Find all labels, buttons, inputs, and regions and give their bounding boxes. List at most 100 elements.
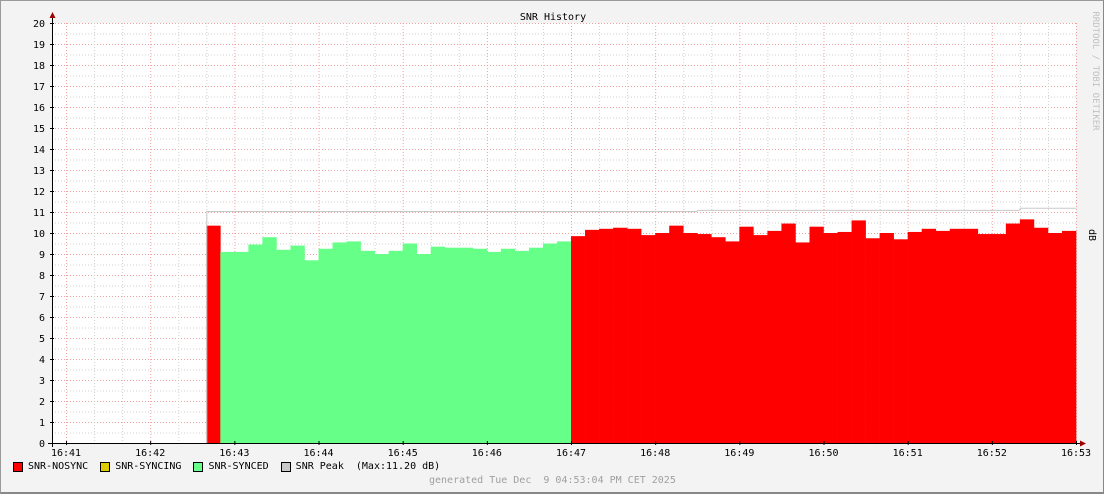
bar-snr-nosync: [753, 235, 768, 443]
y-axis-label: dB: [1086, 229, 1097, 241]
x-tick-label: 16:47: [556, 448, 586, 459]
legend-swatch: [13, 461, 23, 472]
bar-snr-nosync: [991, 234, 1007, 443]
bar-snr-synced: [360, 250, 375, 443]
bar-snr-nosync: [949, 228, 965, 443]
bar-snr-nosync: [879, 233, 894, 443]
y-tick-label: 10: [33, 229, 45, 240]
x-tick-label: 16:43: [219, 448, 249, 459]
bar-snr-synced: [416, 254, 432, 443]
x-axis-arrow-icon: [1080, 440, 1086, 447]
bar-snr-synced: [542, 243, 558, 443]
y-tick-label: 0: [39, 439, 45, 450]
bar-snr-synced: [304, 260, 319, 443]
bar-snr-synced: [388, 250, 403, 443]
legend-item-synced: SNR-SYNCED: [193, 461, 269, 472]
y-tick-label: 8: [39, 271, 45, 282]
bar-snr-nosync: [935, 230, 951, 443]
x-tick-label: 16:45: [388, 448, 418, 459]
bar-snr-synced: [332, 242, 347, 443]
y-tick-label: 11: [33, 208, 45, 219]
bar-snr-synced: [346, 241, 361, 443]
bar-snr-synced: [276, 249, 291, 443]
y-tick-label: 15: [33, 124, 45, 135]
x-tick-label: 16:46: [472, 448, 502, 459]
bar-snr-synced: [444, 247, 460, 443]
legend: SNR-NOSYNC SNR-SYNCING SNR-SYNCED SNR Pe…: [13, 461, 452, 472]
y-tick-label: 12: [33, 187, 45, 198]
y-tick-label: 4: [39, 355, 45, 366]
bar-snr-synced: [528, 247, 544, 443]
legend-swatch: [100, 461, 111, 472]
bar-snr-nosync: [1033, 227, 1049, 443]
bar-snr-nosync: [585, 229, 600, 443]
legend-item-nosync: SNR-NOSYNC: [13, 461, 88, 472]
bar-snr-synced: [234, 251, 249, 443]
bar-snr-nosync: [739, 226, 754, 443]
bar-snr-synced: [318, 248, 333, 443]
bar-snr-synced: [430, 246, 446, 443]
y-tick-label: 2: [39, 397, 45, 408]
legend-item-syncing: SNR-SYNCING: [100, 461, 181, 472]
bar-snr-synced: [486, 251, 502, 443]
y-tick-label: 1: [39, 418, 45, 429]
legend-label: SNR-NOSYNC: [28, 461, 89, 472]
y-tick-label: 13: [33, 166, 45, 177]
bar-snr-synced: [374, 254, 389, 443]
legend-item-peak: SNR Peak (Max:11.20 dB): [280, 461, 441, 472]
bar-snr-nosync: [655, 233, 670, 443]
bar-snr-nosync: [963, 228, 979, 443]
bar-snr-nosync: [627, 228, 642, 443]
bar-snr-synced: [248, 244, 263, 443]
bar-snr-nosync: [977, 234, 993, 443]
x-tick-label: 16:42: [135, 448, 165, 459]
bar-snr-nosync: [809, 226, 824, 443]
bar-snr-synced: [220, 251, 235, 443]
bar-snr-synced: [458, 247, 474, 443]
y-tick-label: 16: [33, 103, 45, 114]
x-tick-label: 16:52: [977, 448, 1007, 459]
x-tick-label: 16:41: [51, 448, 81, 459]
bar-snr-nosync: [1005, 223, 1021, 443]
generated-timestamp: generated Tue Dec 9 04:53:04 PM CET 2025: [429, 475, 676, 486]
x-tick-label: 16:51: [893, 448, 923, 459]
y-tick-label: 20: [33, 19, 45, 30]
x-tick-label: 16:49: [724, 448, 754, 459]
legend-label: SNR-SYNCING: [115, 461, 182, 472]
bar-snr-nosync: [641, 235, 656, 443]
legend-swatch: [280, 461, 291, 472]
bar-snr-nosync: [613, 227, 628, 443]
x-tick-label: 16:53: [1061, 448, 1091, 459]
legend-swatch: [193, 461, 204, 472]
bar-snr-nosync: [725, 241, 740, 443]
y-tick-label: 18: [33, 61, 45, 72]
bar-snr-synced: [472, 248, 488, 443]
x-tick-label: 16:50: [808, 448, 838, 459]
bar-snr-nosync: [823, 233, 838, 443]
y-tick-label: 17: [33, 82, 45, 93]
chart-title: SNR History: [520, 12, 586, 23]
bar-snr-nosync: [865, 238, 880, 443]
bar-snr-nosync: [683, 233, 698, 443]
legend-label: SNR-SYNCED: [208, 461, 269, 472]
bar-snr-nosync: [599, 228, 614, 443]
y-tick-label: 19: [33, 40, 45, 51]
bar-snr-nosync: [781, 223, 796, 443]
bar-snr-synced: [262, 237, 277, 443]
bar-snr-nosync: [767, 230, 782, 443]
watermark: RRDTOOL / TOBI OETIKER: [1090, 11, 1100, 131]
y-axis-arrow-icon: [49, 12, 56, 18]
bar-snr-nosync: [711, 237, 726, 443]
y-tick-label: 5: [39, 334, 45, 345]
y-tick-label: 14: [33, 145, 45, 156]
bar-snr-nosync: [921, 228, 937, 443]
bar-snr-nosync: [1019, 219, 1035, 443]
bar-snr-nosync: [1061, 230, 1077, 443]
y-tick-label: 9: [39, 250, 45, 261]
bar-snr-synced: [556, 241, 572, 443]
y-tick-label: 6: [39, 313, 45, 324]
legend-note: (Max:11.20 dB): [355, 461, 441, 472]
bar-snr-synced: [290, 245, 305, 443]
x-tick-label: 16:48: [640, 448, 670, 459]
